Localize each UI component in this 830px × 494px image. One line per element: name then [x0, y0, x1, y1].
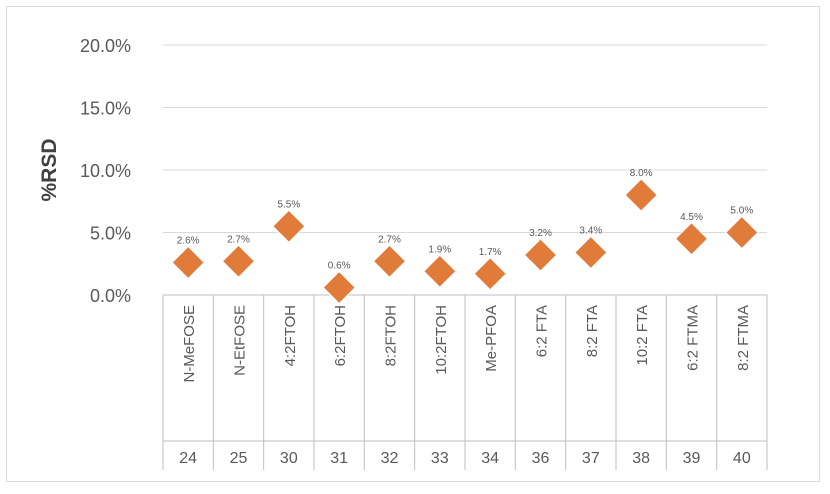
group-label: 38: [632, 450, 650, 467]
data-point: [272, 209, 306, 243]
data-label: 1.9%: [428, 244, 451, 255]
y-axis-ticks: 0.0% 5.0% 10.0% 15.0% 20.0%: [80, 36, 131, 306]
data-label: 1.7%: [479, 247, 502, 258]
group-label: 36: [532, 450, 550, 467]
data-point: [171, 245, 205, 280]
data-point: [674, 222, 709, 256]
category-label: 8:2 FTMA: [735, 305, 752, 371]
data-point: [725, 215, 759, 250]
data-point: [574, 235, 608, 270]
category-label: 10:2FTOH: [433, 305, 450, 375]
data-labels: 2.6% 2.7% 5.5% 0.6% 2.7% 1.9% 1.7% 3.2% 3.4% 8.0%…: [177, 168, 754, 272]
data-label: 3.2%: [529, 228, 552, 239]
data-label: 8.0%: [630, 168, 653, 179]
y-tick-label: 20.0%: [80, 36, 131, 56]
data-label: 4.5%: [680, 212, 703, 223]
group-label: 39: [683, 450, 701, 467]
category-label: 6:2 FTMA: [685, 305, 702, 371]
category-label: 8:2FTOH: [383, 305, 400, 366]
data-point: [624, 178, 658, 212]
category-label: 6:2FTOH: [332, 305, 349, 366]
category-label: N-EtFOSE: [232, 305, 249, 376]
category-label: Me-PFOA: [483, 305, 500, 372]
y-tick-label: 5.0%: [90, 224, 131, 244]
y-tick-label: 10.0%: [80, 161, 131, 181]
data-label: 2.7%: [227, 234, 250, 245]
y-tick-label: 15.0%: [80, 99, 131, 119]
data-label: 2.6%: [177, 236, 200, 247]
data-label: 3.4%: [579, 226, 602, 237]
gridlines: [163, 44, 767, 233]
group-label: 40: [733, 450, 751, 467]
data-label: 5.0%: [730, 206, 753, 217]
data-point: [372, 244, 407, 278]
group-label: 25: [230, 450, 248, 467]
group-label: 33: [431, 450, 449, 467]
data-label: 5.5%: [277, 199, 300, 210]
y-axis-label: %RSD: [38, 138, 61, 201]
category-label: 6:2 FTA: [534, 305, 551, 357]
category-label: 4:2FTOH: [282, 305, 299, 366]
y-tick-label: 0.0%: [90, 286, 131, 306]
group-label: 32: [381, 450, 399, 467]
data-label: 0.6%: [328, 261, 351, 272]
group-label: 34: [481, 450, 499, 467]
group-label: 31: [330, 450, 348, 467]
group-label: 24: [179, 450, 197, 467]
group-label: 37: [582, 450, 600, 467]
category-table: N-MeFOSE N-EtFOSE 4:2FTOH 6:2FTOH 8:2FTOH 10:…: [162, 294, 768, 470]
category-label: 10:2 FTA: [634, 305, 651, 366]
data-point: [473, 257, 507, 291]
data-point: [423, 254, 457, 288]
data-label: 2.7%: [378, 234, 401, 245]
data-point: [322, 270, 356, 305]
category-label: 8:2 FTA: [584, 305, 601, 357]
data-markers: [171, 178, 759, 305]
data-point: [221, 244, 256, 278]
category-label: N-MeFOSE: [181, 305, 198, 383]
group-label: 30: [280, 450, 298, 467]
data-point: [523, 238, 558, 272]
